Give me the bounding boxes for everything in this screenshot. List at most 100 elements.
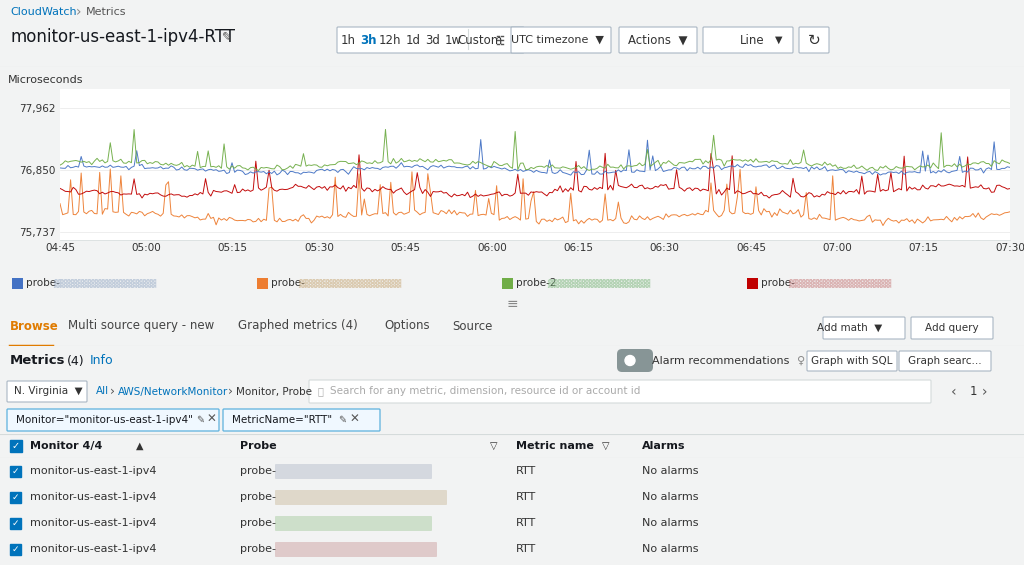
- Text: Graphed metrics (4): Graphed metrics (4): [238, 319, 357, 332]
- Text: ▲: ▲: [136, 441, 143, 451]
- Text: probe-: probe-: [240, 493, 276, 502]
- Text: probe-: probe-: [240, 467, 276, 476]
- Text: Alarm recommendations: Alarm recommendations: [652, 356, 790, 366]
- Text: ✓: ✓: [11, 467, 19, 476]
- Text: ✓: ✓: [11, 545, 19, 554]
- Text: (4): (4): [67, 354, 85, 367]
- Text: RTT: RTT: [516, 467, 537, 476]
- FancyBboxPatch shape: [337, 27, 524, 53]
- FancyBboxPatch shape: [799, 27, 829, 53]
- FancyBboxPatch shape: [309, 380, 931, 403]
- Text: ✓: ✓: [11, 493, 19, 502]
- Text: No alarms: No alarms: [642, 545, 698, 554]
- Text: Probe: Probe: [240, 441, 276, 451]
- FancyBboxPatch shape: [12, 278, 23, 289]
- Text: Add query: Add query: [926, 323, 979, 333]
- FancyBboxPatch shape: [899, 351, 991, 371]
- Text: UTC timezone  ▼: UTC timezone ▼: [511, 35, 603, 45]
- FancyBboxPatch shape: [223, 409, 380, 431]
- Text: ▓▓▓▓▓▓▓▓▓▓▓▓▓▓▓: ▓▓▓▓▓▓▓▓▓▓▓▓▓▓▓: [788, 279, 891, 288]
- FancyBboxPatch shape: [7, 381, 87, 402]
- Text: ≡: ≡: [506, 297, 518, 311]
- Text: Line: Line: [740, 33, 765, 46]
- FancyBboxPatch shape: [10, 466, 22, 477]
- Text: N. Virginia  ▼: N. Virginia ▼: [14, 386, 83, 397]
- Text: Alarms: Alarms: [642, 441, 685, 451]
- Text: Metrics: Metrics: [86, 7, 127, 17]
- Text: Metrics: Metrics: [10, 354, 66, 367]
- Text: ▓▓▓▓▓▓▓▓▓▓▓▓▓▓▓: ▓▓▓▓▓▓▓▓▓▓▓▓▓▓▓: [298, 279, 401, 288]
- Text: Monitor 4/4: Monitor 4/4: [30, 441, 102, 451]
- Text: 3d: 3d: [426, 33, 440, 46]
- Text: ▽: ▽: [490, 441, 498, 451]
- Text: No alarms: No alarms: [642, 467, 698, 476]
- Text: 1w: 1w: [444, 33, 462, 46]
- Text: ♀: ♀: [797, 356, 805, 366]
- Text: ›: ›: [228, 385, 233, 398]
- FancyBboxPatch shape: [7, 409, 219, 431]
- Text: RTT: RTT: [516, 493, 537, 502]
- Text: monitor-us-east-1-ipv4: monitor-us-east-1-ipv4: [30, 545, 157, 554]
- FancyBboxPatch shape: [275, 464, 432, 479]
- FancyBboxPatch shape: [746, 278, 758, 289]
- Text: No alarms: No alarms: [642, 519, 698, 528]
- Text: Graph with SQL: Graph with SQL: [811, 356, 893, 366]
- FancyBboxPatch shape: [618, 27, 697, 53]
- FancyBboxPatch shape: [502, 278, 513, 289]
- FancyBboxPatch shape: [10, 518, 22, 529]
- Text: monitor-us-east-1-ipv4-RTT: monitor-us-east-1-ipv4-RTT: [10, 28, 234, 46]
- Text: 12h: 12h: [379, 33, 401, 46]
- Text: Graph searc...: Graph searc...: [908, 356, 982, 366]
- Text: AWS/NetworkMonitor: AWS/NetworkMonitor: [118, 386, 228, 397]
- Text: probe-: probe-: [271, 279, 305, 289]
- FancyBboxPatch shape: [10, 440, 22, 452]
- Text: ›: ›: [110, 385, 115, 398]
- Text: ›: ›: [76, 5, 82, 19]
- FancyBboxPatch shape: [10, 544, 22, 555]
- FancyBboxPatch shape: [511, 27, 611, 53]
- Circle shape: [625, 355, 635, 366]
- Text: 1: 1: [970, 385, 978, 398]
- Text: Options: Options: [384, 319, 430, 332]
- Text: ›: ›: [982, 385, 987, 398]
- FancyBboxPatch shape: [703, 27, 793, 53]
- Text: ▓▓▓▓▓▓▓▓▓▓▓▓▓▓▓: ▓▓▓▓▓▓▓▓▓▓▓▓▓▓▓: [53, 279, 156, 288]
- FancyBboxPatch shape: [10, 492, 22, 503]
- Text: ▼: ▼: [775, 35, 782, 45]
- Text: Browse: Browse: [10, 319, 58, 332]
- FancyBboxPatch shape: [275, 516, 432, 531]
- FancyBboxPatch shape: [257, 278, 268, 289]
- Text: probe-: probe-: [761, 279, 795, 289]
- Text: ✕: ✕: [350, 413, 359, 426]
- Text: ✎: ✎: [338, 415, 346, 425]
- Text: probe-2: probe-2: [516, 279, 556, 289]
- FancyBboxPatch shape: [823, 317, 905, 339]
- Text: probe-: probe-: [26, 279, 59, 289]
- Text: No alarms: No alarms: [642, 493, 698, 502]
- Text: monitor-us-east-1-ipv4: monitor-us-east-1-ipv4: [30, 519, 157, 528]
- Text: monitor-us-east-1-ipv4: monitor-us-east-1-ipv4: [30, 493, 157, 502]
- Text: probe-: probe-: [240, 545, 276, 554]
- Text: probe-: probe-: [240, 519, 276, 528]
- Text: All: All: [96, 386, 110, 397]
- Text: CloudWatch: CloudWatch: [10, 7, 77, 17]
- Text: Actions  ▼: Actions ▼: [629, 33, 688, 46]
- Text: ✕: ✕: [207, 413, 217, 426]
- Text: ✎: ✎: [196, 415, 204, 425]
- Text: Search for any metric, dimension, resource id or account id: Search for any metric, dimension, resour…: [330, 386, 640, 397]
- Text: ↻: ↻: [808, 33, 820, 47]
- Text: Custom: Custom: [458, 33, 503, 46]
- Text: ▓▓▓▓▓▓▓▓▓▓▓▓▓▓▓: ▓▓▓▓▓▓▓▓▓▓▓▓▓▓▓: [548, 279, 650, 288]
- Text: Monitor="monitor-us-east-1-ipv4": Monitor="monitor-us-east-1-ipv4": [16, 415, 193, 425]
- Text: Microseconds: Microseconds: [8, 75, 84, 85]
- Text: MetricName="RTT": MetricName="RTT": [232, 415, 332, 425]
- FancyBboxPatch shape: [807, 351, 897, 371]
- Text: ✓: ✓: [12, 441, 20, 451]
- Text: Info: Info: [90, 354, 114, 367]
- Text: ‹: ‹: [951, 385, 956, 398]
- Text: RTT: RTT: [516, 545, 537, 554]
- FancyBboxPatch shape: [911, 317, 993, 339]
- Text: 1d: 1d: [406, 33, 421, 46]
- Text: Multi source query - new: Multi source query - new: [68, 319, 214, 332]
- Text: monitor-us-east-1-ipv4: monitor-us-east-1-ipv4: [30, 467, 157, 476]
